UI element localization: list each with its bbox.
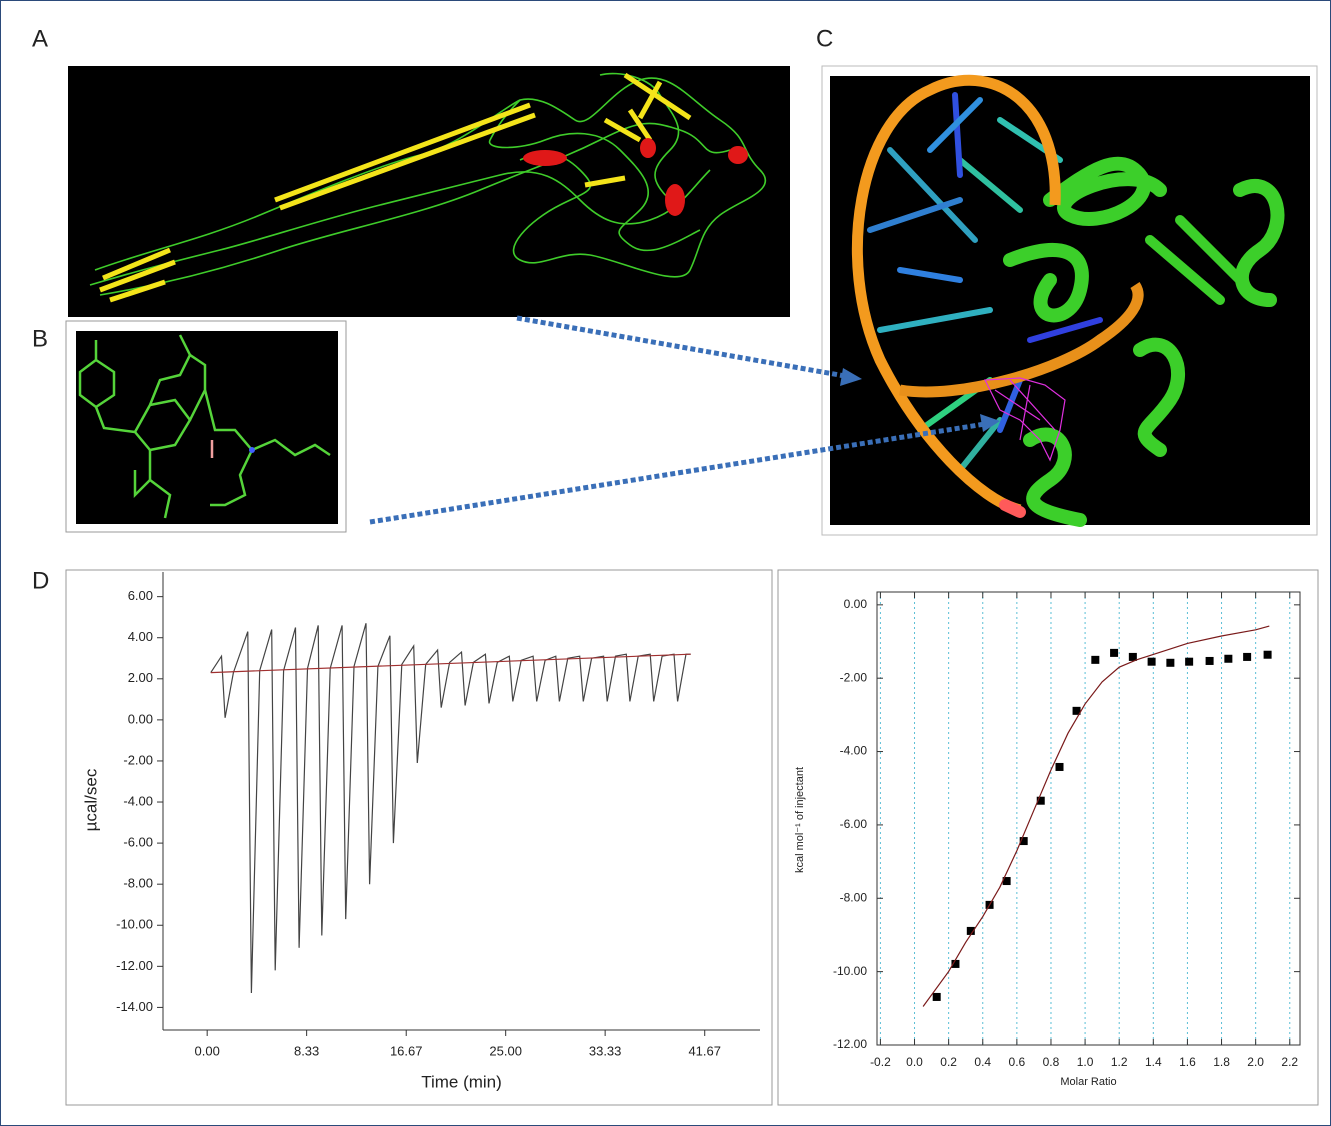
data-point [1206,657,1214,665]
x-tick-label: 16.67 [390,1043,423,1058]
page: {"panel_labels": ["A", "B", "C", "D"], "… [0,0,1331,1126]
x-tick-label: 0.4 [974,1055,991,1069]
y-tick-label: -8.00 [123,876,153,891]
protein-structure-part-part [728,146,748,164]
x-tick-label: 2.0 [1247,1055,1264,1069]
x-tick-label: 33.33 [589,1043,622,1058]
data-point [1185,658,1193,666]
panel-label: D [32,567,49,594]
y-tick-label: 2.00 [128,670,153,685]
x-tick-label: 2.2 [1281,1055,1298,1069]
ligand-structure-part [76,331,338,524]
y-tick-label: -6.00 [840,817,868,831]
y-tick-label: -12.00 [116,958,153,973]
data-point [1166,659,1174,667]
chart-panel [66,570,772,1105]
y-tick-label: 4.00 [128,629,153,644]
protein-structure-part-part [665,184,685,216]
x-tick-label: 0.8 [1043,1055,1060,1069]
y-tick-label: -10.00 [116,917,153,932]
y-tick-label: 0.00 [844,597,868,611]
panel-label: B [32,325,48,352]
protein-structure-part-part [523,150,567,166]
data-point [1224,655,1232,663]
x-tick-label: 1.8 [1213,1055,1230,1069]
y-axis-title: µcal/sec [81,768,100,831]
y-tick-label: -8.00 [840,890,868,904]
x-axis-title: Time (min) [421,1072,502,1091]
panel-label: C [816,25,833,52]
x-tick-label: 1.2 [1111,1055,1128,1069]
panel-label: A [32,25,48,52]
x-axis-title: Molar Ratio [1060,1076,1116,1088]
data-point [1264,651,1272,659]
ligand-structure [66,321,346,532]
y-tick-label: -4.00 [123,793,153,808]
ligand-structure-part [249,447,255,453]
protein-structure [68,66,790,317]
data-point [1091,656,1099,664]
x-tick-label: 0.0 [906,1055,923,1069]
x-tick-label: 1.6 [1179,1055,1196,1069]
figure: A B C D [0,0,1331,1126]
y-tick-label: -12.00 [833,1037,867,1051]
data-point [1148,658,1156,666]
data-point [1243,653,1251,661]
y-tick-label: -2.00 [840,670,868,684]
y-tick-label: 6.00 [128,588,153,603]
x-tick-label: 8.33 [294,1043,319,1058]
y-axis-title: kcal mol⁻¹ of injectant [794,767,806,873]
y-tick-label: -10.00 [833,964,867,978]
x-tick-label: 1.4 [1145,1055,1162,1069]
data-point [933,993,941,1001]
x-tick-label: -0.2 [870,1055,891,1069]
x-tick-label: 0.6 [1009,1055,1026,1069]
complex-structure [822,66,1317,535]
y-tick-label: -4.00 [840,744,868,758]
y-tick-label: -14.00 [116,999,153,1014]
y-tick-label: -6.00 [123,835,153,850]
x-tick-label: 0.00 [195,1043,220,1058]
x-tick-label: 0.2 [940,1055,957,1069]
x-tick-label: 25.00 [489,1043,522,1058]
protein-structure-part-part [640,138,656,158]
y-tick-label: -2.00 [123,752,153,767]
x-tick-label: 41.67 [688,1043,721,1058]
chart-panel [778,570,1318,1105]
x-tick-label: 1.0 [1077,1055,1094,1069]
data-point [1056,763,1064,771]
data-point [1110,649,1118,657]
y-tick-label: 0.00 [128,711,153,726]
complex-structure-part [1005,505,1020,512]
